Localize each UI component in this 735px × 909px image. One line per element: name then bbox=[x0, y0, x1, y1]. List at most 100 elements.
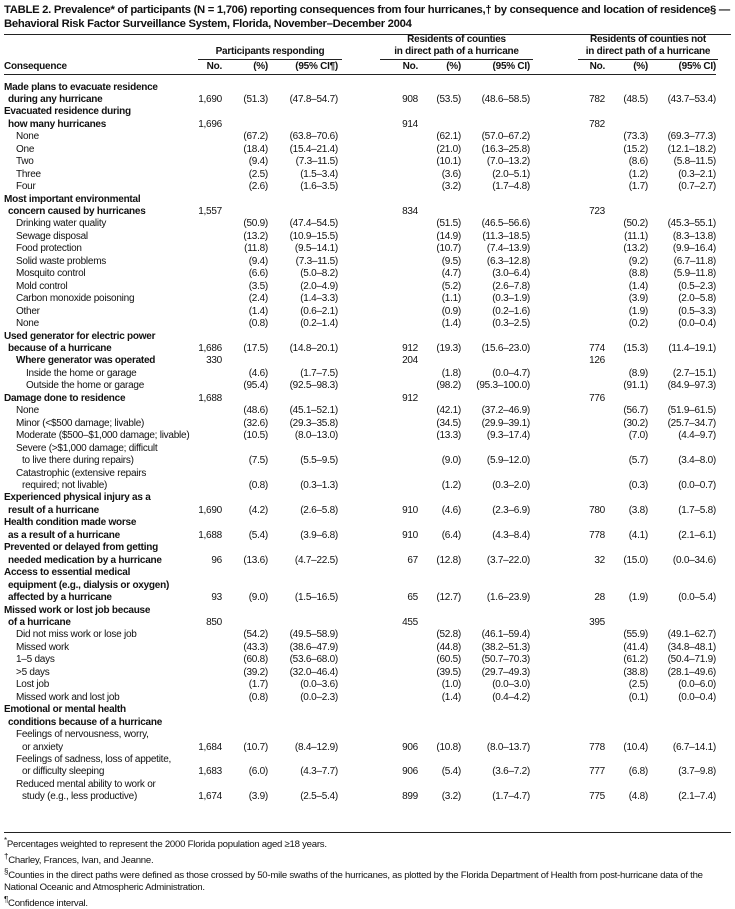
table-row: Moderate ($500–$1,000 damage; livable) (1… bbox=[4, 430, 716, 442]
row-label: Health condition made worse as a result o… bbox=[4, 517, 189, 542]
percent-cell bbox=[418, 704, 461, 729]
count-cell: 1,690 bbox=[198, 504, 222, 516]
count-cell bbox=[189, 243, 222, 255]
count-cell bbox=[530, 181, 605, 193]
column-header: (95% CI) bbox=[678, 61, 717, 73]
percent-cell: (4.6) bbox=[441, 504, 462, 516]
data-table: Consequence No. (%) (95% CI¶) No. (%) (9… bbox=[4, 61, 716, 804]
row-label: Prevented or delayed from getting needed … bbox=[4, 542, 189, 567]
ci-cell: (0.5–2.3) bbox=[678, 280, 716, 292]
count-cell: 912 bbox=[402, 392, 418, 404]
row-label: Two bbox=[4, 156, 189, 168]
ci-cell: (1.4–3.3) bbox=[300, 293, 338, 305]
table-row: Missed work or lost job because of a hurr… bbox=[4, 605, 716, 630]
ci-cell: (0.3–2.5) bbox=[492, 318, 530, 330]
percent-cell: (48.6) bbox=[243, 405, 268, 417]
ci-cell: (3.0–6.4) bbox=[492, 268, 530, 280]
count-cell bbox=[338, 679, 418, 691]
row-label: Access to essential medical equipment (e.… bbox=[4, 567, 189, 604]
ci-cell bbox=[268, 393, 338, 405]
table-row: Solid waste problems (9.4) (7.3–11.5) (9.5)… bbox=[4, 256, 716, 268]
count-cell: 776 bbox=[589, 392, 605, 404]
percent-cell: (15.2) bbox=[623, 143, 648, 155]
count-cell bbox=[338, 156, 418, 168]
percent-cell bbox=[222, 393, 268, 405]
count-cell: 204 bbox=[402, 355, 418, 367]
table-row: Made plans to evacuate residence during a… bbox=[4, 82, 716, 107]
table-row: Mold control (3.5) (2.0–4.9) (5.2) (2.6–7.8)… bbox=[4, 281, 716, 293]
ci-cell bbox=[461, 194, 530, 219]
percent-cell bbox=[605, 106, 648, 131]
table-row: None (48.6) (45.1–52.1) (42.1) (37.2–46.9) (5… bbox=[4, 405, 716, 417]
percent-cell bbox=[222, 355, 268, 367]
count-cell bbox=[338, 418, 418, 430]
count-cell bbox=[530, 218, 605, 230]
percent-cell: (4.7) bbox=[441, 268, 462, 280]
ci-cell bbox=[268, 355, 338, 367]
count-cell bbox=[338, 642, 418, 654]
percent-cell: (1.4) bbox=[441, 691, 462, 703]
count-cell: 32 bbox=[594, 554, 605, 566]
row-label: Minor (<$500 damage; livable) bbox=[4, 418, 189, 430]
percent-cell: (3.5) bbox=[248, 280, 269, 292]
table-row: Mosquito control (6.6) (5.0–8.2) (4.7) (3.0–… bbox=[4, 268, 716, 280]
row-label-line: Three bbox=[16, 168, 41, 180]
ci-cell bbox=[461, 704, 530, 729]
ci-cell: (0.0–0.4) bbox=[678, 691, 716, 703]
count-cell: 778 bbox=[589, 529, 605, 541]
row-label-line: Outside the home or garage bbox=[26, 380, 145, 392]
count-cell bbox=[530, 443, 605, 468]
percent-cell: (1.4) bbox=[248, 305, 269, 317]
count-cell: 850 bbox=[206, 616, 222, 628]
ci-cell: (49.1–62.7) bbox=[667, 629, 717, 641]
ci-cell: (14.8–20.1) bbox=[289, 343, 339, 355]
ci-cell: (69.3–77.3) bbox=[667, 131, 717, 143]
count-cell bbox=[530, 380, 605, 392]
row-label-line: during any hurricane bbox=[8, 93, 103, 105]
ci-cell: (84.9–97.3) bbox=[667, 380, 717, 392]
row-label-line: One bbox=[16, 143, 35, 155]
count-cell bbox=[530, 231, 605, 243]
ci-cell bbox=[268, 704, 338, 729]
ci-cell: (9.9–16.4) bbox=[672, 243, 716, 255]
count-cell bbox=[530, 667, 605, 679]
row-label-line: of a hurricane bbox=[8, 616, 71, 628]
percent-cell: (34.5) bbox=[436, 417, 461, 429]
percent-cell bbox=[418, 194, 461, 219]
percent-cell: (10.5) bbox=[243, 430, 268, 442]
row-label-line: to live there during repairs) bbox=[22, 455, 134, 467]
percent-cell: (54.2) bbox=[243, 629, 268, 641]
row-label-line: Four bbox=[16, 181, 36, 193]
count-cell: 910 bbox=[402, 529, 418, 541]
percent-cell bbox=[605, 393, 648, 405]
percent-cell: (15.0) bbox=[623, 554, 648, 566]
count-cell bbox=[338, 443, 418, 468]
count-cell bbox=[189, 679, 222, 691]
ci-cell: (0.0–2.3) bbox=[300, 691, 338, 703]
ci-cell: (1.7–7.5) bbox=[300, 367, 338, 379]
row-label-line: None bbox=[16, 131, 39, 143]
row-label-line: Mosquito control bbox=[16, 268, 86, 280]
row-label: Used generator for electric power because… bbox=[4, 331, 189, 356]
row-label: Drinking water quality bbox=[4, 218, 189, 230]
row-label-line: Used generator for electric power bbox=[4, 330, 156, 342]
percent-cell: (60.8) bbox=[243, 654, 268, 666]
ci-cell: (4.7–22.5) bbox=[294, 554, 338, 566]
percent-cell bbox=[222, 605, 268, 630]
row-label-line: Minor (<$500 damage; livable) bbox=[16, 417, 145, 429]
percent-cell: (1.2) bbox=[628, 168, 649, 180]
ci-cell: (0.3–1.3) bbox=[300, 480, 338, 491]
ci-cell: (3.9–6.8) bbox=[300, 529, 338, 541]
group-header-participants: Participants responding bbox=[198, 46, 342, 60]
row-label-line: or difficulty sleeping bbox=[22, 766, 105, 778]
percent-cell: (50.9) bbox=[243, 218, 268, 230]
count-cell bbox=[189, 468, 222, 493]
count-cell bbox=[338, 318, 418, 330]
count-cell: 96 bbox=[211, 554, 222, 566]
row-label-line: or anxiety bbox=[22, 741, 63, 753]
row-label: None bbox=[4, 131, 189, 143]
column-header-consequence: Consequence bbox=[4, 61, 67, 73]
count-cell bbox=[338, 169, 418, 181]
column-header: (%) bbox=[446, 61, 461, 73]
table-row: Minor (<$500 damage; livable) (32.6) (29.3… bbox=[4, 418, 716, 430]
